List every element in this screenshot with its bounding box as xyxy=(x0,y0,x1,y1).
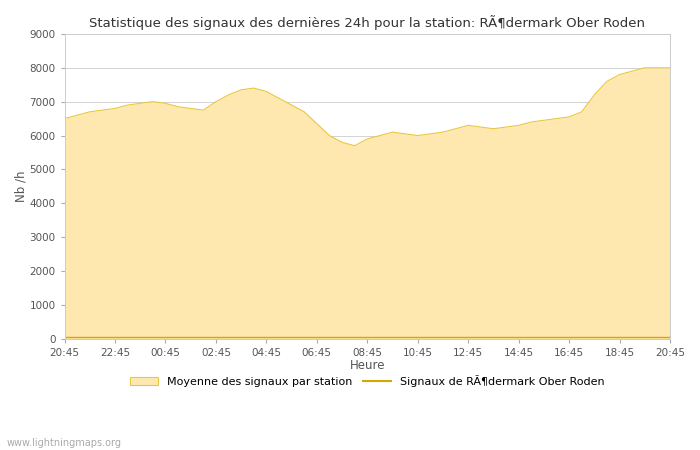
Legend: Moyenne des signaux par station, Signaux de RÃ¶dermark Ober Roden: Moyenne des signaux par station, Signaux… xyxy=(125,370,609,391)
Title: Statistique des signaux des dernières 24h pour la station: RÃ¶dermark Ober Roden: Statistique des signaux des dernières 24… xyxy=(90,15,645,30)
X-axis label: Heure: Heure xyxy=(349,359,385,372)
Text: www.lightningmaps.org: www.lightningmaps.org xyxy=(7,438,122,448)
Y-axis label: Nb /h: Nb /h xyxy=(15,171,28,202)
